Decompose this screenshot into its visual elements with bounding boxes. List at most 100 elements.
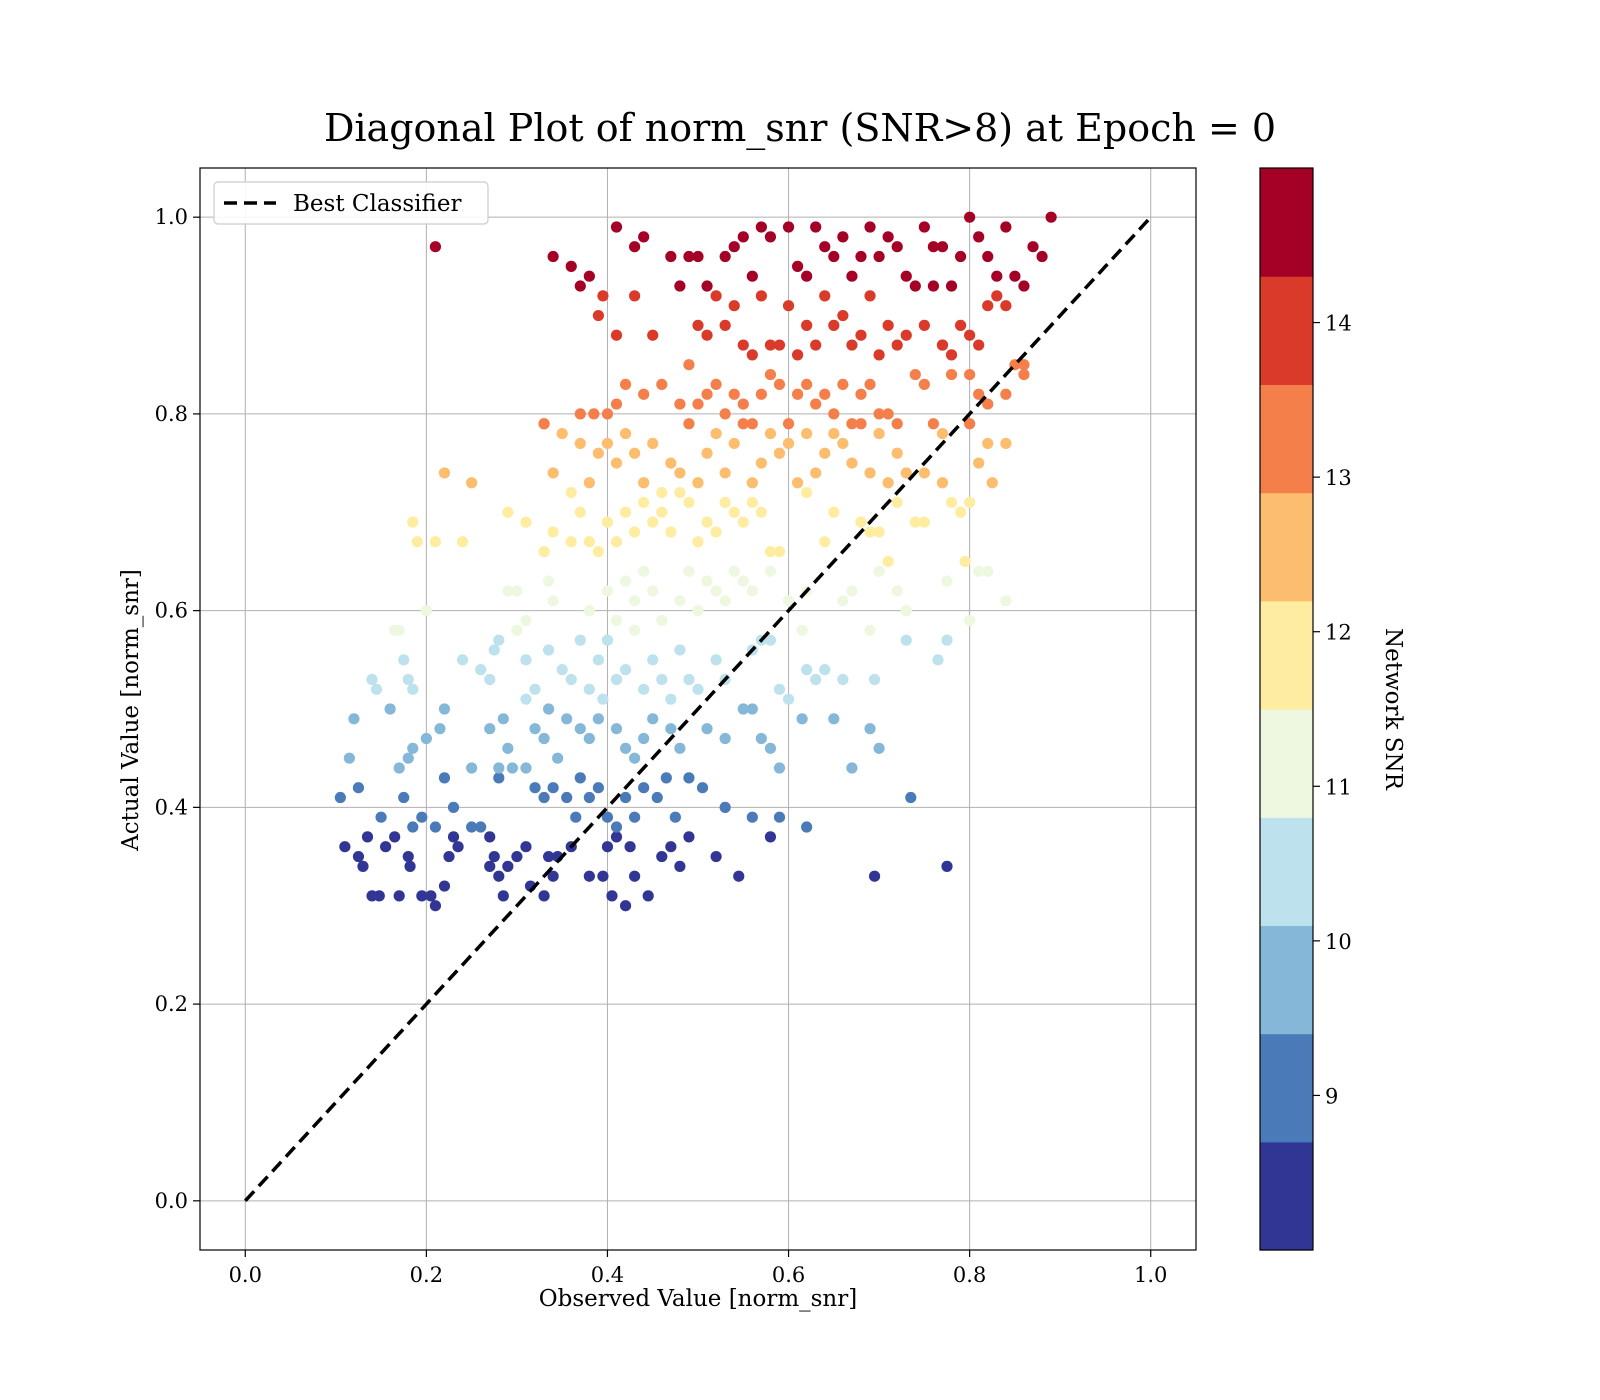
scatter-point (683, 565, 695, 577)
scatter-point (701, 723, 713, 735)
scatter-point (728, 300, 740, 312)
scatter-point (583, 683, 595, 695)
scatter-point (619, 742, 632, 754)
scatter-point (837, 673, 849, 686)
scatter-point (900, 634, 912, 646)
scatter-point (683, 250, 695, 263)
scatter-point (665, 841, 677, 853)
scatter-point (592, 309, 605, 322)
scatter-point (982, 398, 994, 410)
scatter-point (543, 644, 555, 656)
scatter-point (882, 408, 894, 420)
scatter-point (665, 457, 677, 469)
scatter-point (619, 791, 632, 804)
scatter-point (909, 280, 921, 292)
scatter-point (1000, 388, 1012, 400)
scatter-point (502, 506, 514, 518)
scatter-point (683, 496, 695, 509)
scatter-point (782, 221, 795, 233)
scatter-point (665, 526, 677, 538)
scatter-point (819, 388, 831, 400)
legend: Best Classifier (213, 181, 489, 225)
scatter-point (674, 644, 686, 656)
scatter-point (773, 683, 786, 695)
scatter-point (638, 683, 650, 695)
scatter-point (873, 349, 885, 361)
scatter-point (837, 309, 849, 322)
scatter-point (701, 329, 713, 341)
scatter-point (484, 723, 496, 735)
scatter-point (429, 900, 442, 912)
scatter-point (737, 703, 749, 715)
scatter-point (755, 506, 767, 518)
scatter-point (864, 723, 876, 735)
scatter-point (538, 418, 550, 430)
scatter-point (674, 398, 686, 410)
scatter-point (719, 496, 731, 509)
y-tick-label: 0.4 (155, 795, 188, 819)
scatter-point (665, 250, 677, 263)
scatter-point (719, 408, 731, 420)
scatter-point (597, 870, 609, 882)
scatter-point (801, 487, 813, 499)
scatter-point (819, 664, 831, 676)
scatter-point (728, 241, 740, 253)
scatter-point (601, 516, 614, 528)
scatter-point (855, 418, 867, 430)
scatter-point (373, 890, 385, 902)
scatter-point (565, 536, 577, 548)
scatter-point (475, 821, 487, 833)
scatter-point (506, 762, 518, 774)
scatter-point (959, 555, 971, 568)
plot-area: 0.0 0.2 0.4 0.6 0.8 1.0 0.0 0.2 0.4 0.6 0.8 1.0 (155, 167, 1197, 1287)
scatter-point (619, 900, 632, 912)
scatter-point (692, 319, 704, 331)
scatter-point (502, 742, 514, 754)
scatter-point (728, 565, 740, 577)
scatter-point (647, 585, 659, 597)
x-axis-ticks: 0.0 0.2 0.4 0.6 0.8 1.0 (229, 1250, 1167, 1287)
scatter-point (1000, 300, 1012, 312)
scatter-point (882, 477, 894, 489)
scatter-point (683, 772, 695, 784)
scatter-point (882, 231, 894, 243)
scatter-point (592, 782, 605, 794)
scatter-point (638, 782, 650, 794)
scatter-point (837, 231, 849, 243)
scatter-point (941, 634, 953, 646)
scatter-point (864, 526, 876, 538)
scatter-point (918, 516, 930, 528)
scatter-point (964, 496, 976, 509)
scatter-point (683, 673, 695, 686)
scatter-point (493, 772, 505, 784)
scatter-point (905, 791, 917, 804)
scatter-point (348, 713, 360, 725)
scatter-point (597, 693, 609, 705)
scatter-point (638, 565, 650, 577)
scatter-point (466, 762, 478, 774)
scatter-point (601, 437, 614, 450)
scatter-point (891, 418, 903, 430)
scatter-point (868, 870, 881, 882)
scatter-point (543, 575, 555, 587)
scatter-point (493, 762, 505, 774)
scatter-point (986, 477, 998, 489)
scatter-point (846, 585, 858, 597)
scatter-point (407, 821, 419, 833)
x-tick-label: 0.8 (953, 1263, 986, 1287)
scatter-point (656, 614, 668, 627)
scatter-point (647, 516, 659, 528)
colorbar-ticks: 9 10 11 12 13 14 (1313, 312, 1352, 1108)
scatter-point (991, 270, 1003, 282)
scatter-point (547, 782, 559, 794)
scatter-point (982, 300, 994, 312)
scatter-point (334, 791, 346, 804)
scatter-point (610, 329, 623, 341)
scatter-point (574, 772, 586, 784)
scatter-point (1000, 221, 1012, 233)
plot-frame (199, 167, 1197, 1251)
scatter-point (982, 565, 994, 577)
scatter-point (710, 654, 722, 666)
scatter-point (746, 418, 758, 430)
scatter-point (610, 457, 623, 469)
